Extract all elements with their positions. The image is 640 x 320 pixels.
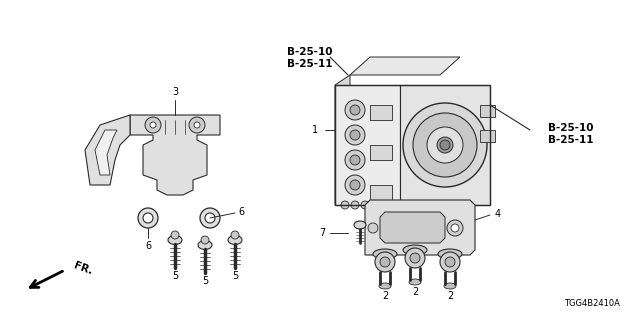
Text: FR.: FR. — [72, 260, 93, 276]
Bar — [335, 85, 490, 205]
Circle shape — [361, 201, 369, 209]
Circle shape — [381, 201, 389, 209]
Ellipse shape — [438, 249, 462, 259]
Circle shape — [350, 130, 360, 140]
Circle shape — [427, 127, 463, 163]
Text: 2: 2 — [412, 287, 418, 297]
Circle shape — [189, 117, 205, 133]
Circle shape — [345, 125, 365, 145]
Polygon shape — [85, 115, 130, 185]
Polygon shape — [95, 130, 117, 175]
Ellipse shape — [409, 279, 421, 285]
Circle shape — [150, 122, 156, 128]
Circle shape — [345, 150, 365, 170]
Ellipse shape — [375, 252, 395, 272]
Ellipse shape — [379, 283, 391, 289]
Text: 1: 1 — [312, 125, 318, 135]
Ellipse shape — [410, 253, 420, 263]
Ellipse shape — [373, 249, 397, 259]
Circle shape — [138, 208, 158, 228]
Circle shape — [391, 201, 399, 209]
Bar — [480, 105, 495, 117]
Ellipse shape — [440, 252, 460, 272]
Polygon shape — [130, 115, 220, 195]
Text: 2: 2 — [382, 291, 388, 301]
Circle shape — [413, 113, 477, 177]
Text: 5: 5 — [172, 271, 178, 281]
Text: B-25-10: B-25-10 — [548, 123, 593, 133]
Polygon shape — [380, 212, 445, 243]
Polygon shape — [335, 75, 350, 205]
Circle shape — [145, 117, 161, 133]
Text: 5: 5 — [202, 276, 208, 286]
Circle shape — [345, 100, 365, 120]
Circle shape — [205, 213, 215, 223]
Ellipse shape — [405, 248, 425, 268]
Circle shape — [200, 208, 220, 228]
Polygon shape — [350, 57, 460, 75]
Bar — [400, 85, 490, 205]
Bar — [480, 130, 495, 142]
Circle shape — [368, 223, 378, 233]
Ellipse shape — [444, 283, 456, 289]
Bar — [335, 85, 400, 205]
Circle shape — [345, 175, 365, 195]
Ellipse shape — [445, 257, 455, 267]
Circle shape — [350, 155, 360, 165]
Circle shape — [403, 103, 487, 187]
Ellipse shape — [354, 221, 366, 229]
Text: 7: 7 — [319, 228, 325, 238]
Circle shape — [440, 140, 450, 150]
Circle shape — [350, 105, 360, 115]
Text: B-25-11: B-25-11 — [287, 59, 333, 69]
Text: 6: 6 — [145, 241, 151, 251]
Bar — [370, 145, 392, 160]
Circle shape — [351, 201, 359, 209]
Text: 5: 5 — [232, 271, 238, 281]
Circle shape — [447, 220, 463, 236]
Text: 3: 3 — [172, 87, 178, 97]
Circle shape — [194, 122, 200, 128]
Ellipse shape — [228, 236, 242, 244]
Text: TGG4B2410A: TGG4B2410A — [564, 299, 620, 308]
Polygon shape — [365, 200, 475, 255]
Circle shape — [201, 236, 209, 244]
Text: 6: 6 — [238, 207, 244, 217]
Circle shape — [350, 180, 360, 190]
Circle shape — [231, 231, 239, 239]
Text: B-25-10: B-25-10 — [287, 47, 333, 57]
Text: 2: 2 — [447, 291, 453, 301]
Circle shape — [451, 224, 459, 232]
Circle shape — [143, 213, 153, 223]
Circle shape — [341, 201, 349, 209]
Ellipse shape — [380, 257, 390, 267]
Text: B-25-11: B-25-11 — [548, 135, 593, 145]
Ellipse shape — [168, 236, 182, 244]
Ellipse shape — [403, 245, 427, 255]
Circle shape — [171, 231, 179, 239]
Circle shape — [371, 201, 379, 209]
Ellipse shape — [198, 241, 212, 250]
Circle shape — [437, 137, 453, 153]
Bar — [370, 185, 392, 200]
Text: 4: 4 — [495, 209, 501, 219]
Bar — [370, 105, 392, 120]
